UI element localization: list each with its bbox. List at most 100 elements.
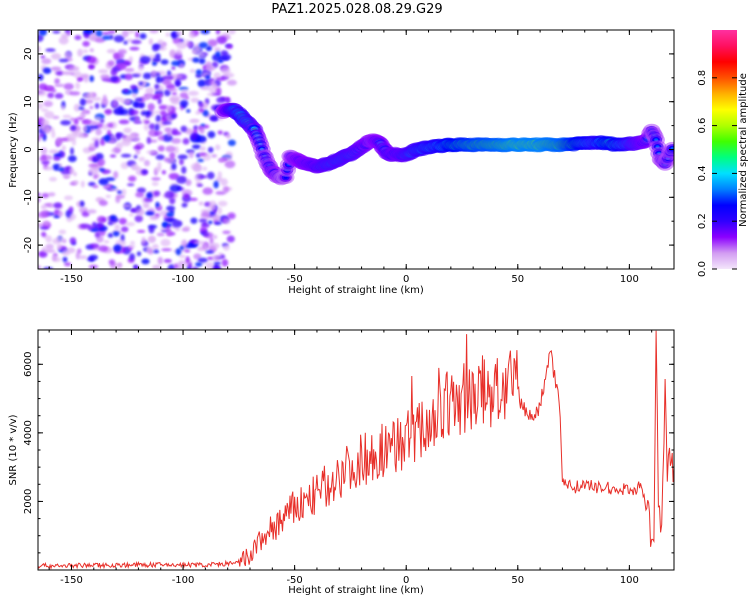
noise-cell (138, 156, 146, 162)
noise-cell (113, 52, 119, 57)
noise-cell (147, 248, 154, 255)
noise-cell (134, 115, 140, 123)
x-tick-label: 0 (403, 575, 409, 586)
noise-cell (165, 83, 176, 90)
noise-cell (94, 231, 101, 238)
noise-cell (64, 262, 72, 267)
noise-cell (98, 168, 106, 172)
spectrogram-ylabel: Frequency (Hz) (8, 112, 19, 188)
noise-cell (167, 264, 176, 269)
noise-cell (162, 222, 168, 228)
noise-cell (121, 188, 127, 196)
noise-cell (135, 208, 145, 216)
noise-cell (151, 181, 159, 186)
noise-cell (41, 231, 47, 237)
noise-cell (110, 149, 116, 153)
noise-cell (169, 49, 176, 57)
noise-cell (88, 65, 94, 69)
noise-cell (130, 133, 136, 138)
noise-cell (147, 236, 156, 244)
noise-cell (179, 254, 186, 259)
noise-cell (133, 137, 141, 142)
noise-cell (80, 200, 85, 207)
noise-cell (38, 265, 42, 269)
noise-cell (98, 245, 109, 252)
noise-cell (185, 179, 192, 186)
noise-cell (163, 258, 172, 263)
noise-cell (226, 133, 231, 139)
noise-cell (61, 249, 70, 256)
noise-cell (130, 208, 137, 212)
noise-cell (209, 236, 214, 245)
noise-cell (104, 109, 113, 115)
noise-cell (108, 187, 120, 192)
noise-cell (181, 239, 188, 248)
noise-cell (130, 163, 139, 171)
noise-cell (89, 75, 95, 82)
noise-cell (141, 258, 150, 265)
noise-cell (77, 78, 82, 82)
noise-cell (88, 125, 99, 130)
noise-cell (88, 36, 99, 41)
noise-cell (57, 211, 64, 217)
noise-cell (179, 245, 184, 250)
noise-cell (46, 249, 56, 253)
noise-cell (198, 102, 204, 108)
noise-cell (169, 184, 181, 193)
noise-cell (128, 175, 137, 182)
noise-cell (163, 89, 171, 97)
snr-xlabel: Height of straight line (km) (288, 585, 424, 596)
noise-cell (109, 134, 116, 140)
noise-cell (217, 200, 228, 207)
noise-cell (59, 137, 69, 142)
noise-cell (45, 243, 54, 250)
noise-cell (207, 220, 213, 225)
noise-cell (82, 125, 89, 132)
noise-cell (165, 105, 173, 112)
noise-cell (171, 128, 179, 135)
noise-cell (207, 131, 216, 139)
noise-cell (141, 169, 149, 175)
noise-cell (80, 73, 90, 79)
noise-cell (121, 138, 131, 147)
noise-cell (199, 52, 206, 59)
noise-cell (148, 38, 153, 45)
noise-cell (42, 67, 52, 74)
noise-cell (217, 206, 223, 215)
noise-cell (164, 190, 175, 199)
noise-cell (66, 133, 77, 142)
noise-cell (198, 42, 208, 49)
noise-cell (155, 75, 162, 84)
noise-cell (166, 131, 172, 138)
noise-cell (171, 162, 177, 170)
noise-cell (94, 139, 99, 148)
noise-cell (50, 66, 62, 72)
noise-cell (126, 38, 134, 43)
noise-cell (102, 94, 107, 102)
noise-cell (153, 190, 161, 197)
noise-cell (66, 31, 72, 36)
noise-cell (45, 48, 56, 52)
noise-cell (134, 97, 143, 103)
noise-cell (186, 109, 191, 113)
noise-cell (39, 119, 50, 127)
noise-cell (135, 149, 141, 155)
noise-cell (50, 127, 55, 133)
noise-cell (160, 59, 169, 65)
noise-cell (90, 228, 99, 232)
snr-ylabel: SNR (10 * v/v) (8, 414, 19, 485)
noise-cell (41, 108, 49, 112)
noise-cell (157, 145, 165, 152)
noise-cell (83, 93, 92, 99)
noise-cell (181, 227, 190, 232)
noise-cell (161, 170, 167, 175)
noise-cell (42, 125, 50, 134)
noise-cell (207, 146, 214, 153)
noise-cell (73, 118, 79, 125)
noise-cell (68, 65, 80, 72)
noise-cell (157, 135, 165, 141)
noise-cell (77, 248, 82, 254)
noise-cell (42, 166, 54, 171)
noise-cell (89, 48, 94, 53)
